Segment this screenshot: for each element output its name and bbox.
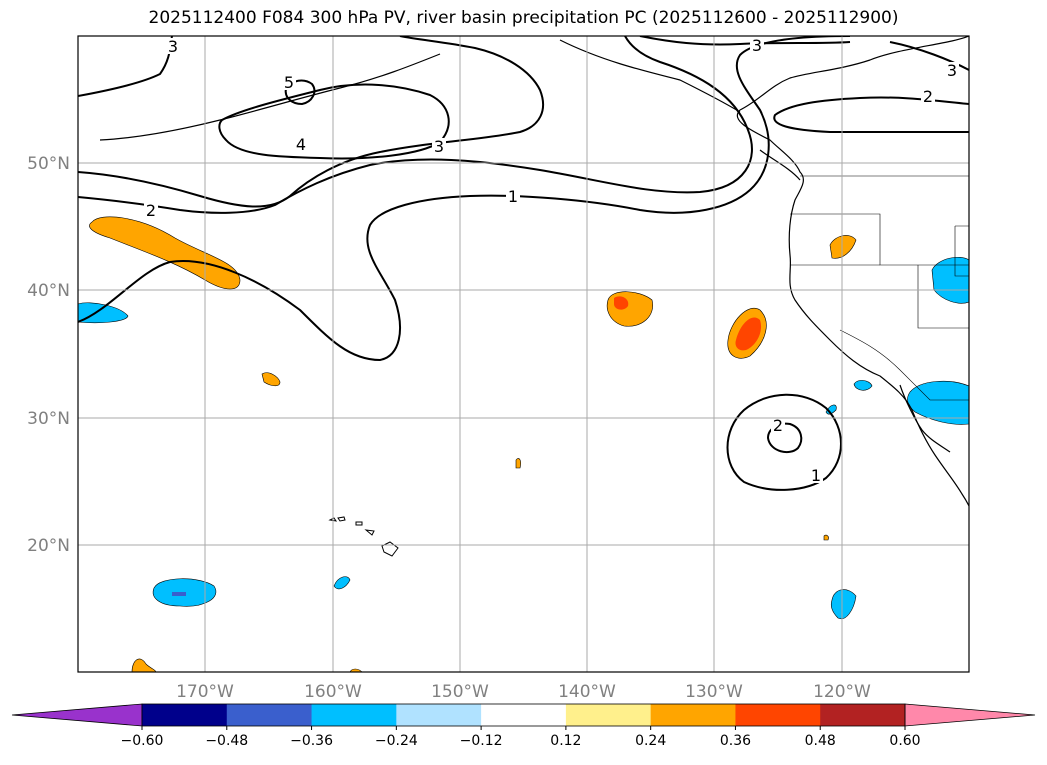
contour-label: 2 xyxy=(146,201,156,220)
alaska-panhandle xyxy=(559,39,741,113)
colorbar-tick-label: −0.48 xyxy=(205,733,248,749)
lon-label: 120°W xyxy=(813,682,871,702)
colorbar-segment xyxy=(396,704,482,726)
precip-patch xyxy=(823,534,829,541)
pv-contour-ne-2 xyxy=(773,96,969,134)
colorbar-tick-label: 0.24 xyxy=(635,733,666,749)
contour-label: 2 xyxy=(923,87,933,106)
pv-contour-4 xyxy=(218,83,450,160)
precip-patch xyxy=(515,458,521,469)
precip-patch xyxy=(131,658,157,672)
latitude-labels: 50°N 40°N 30°N 20°N xyxy=(27,154,70,556)
colorbar-segment xyxy=(311,704,397,726)
precip-patch xyxy=(78,302,129,324)
contour-label: 3 xyxy=(434,137,444,156)
contour-label: 3 xyxy=(752,36,762,55)
colorbar-arrow-right xyxy=(904,703,1036,727)
colorbar-segment xyxy=(142,704,228,726)
pv-contour-1 xyxy=(78,36,851,362)
hawaiian-islands xyxy=(328,516,399,557)
pv-contour-labels: 3 5 4 3 2 1 3 3 2 1 2 xyxy=(146,36,957,485)
map-frame xyxy=(77,35,970,673)
contour-label: 5 xyxy=(284,73,294,92)
political-borders xyxy=(790,175,969,401)
contour-label: 3 xyxy=(168,37,178,56)
colorbar-outline xyxy=(141,703,906,727)
map-title: 2025112400 F084 300 hPa PV, river basin … xyxy=(148,8,899,28)
pv-contour-5 xyxy=(284,79,316,106)
colorbar-segment xyxy=(565,704,652,726)
colorbar-tick-label: −0.36 xyxy=(290,733,333,749)
lon-label: 150°W xyxy=(431,682,489,702)
lat-label: 40°N xyxy=(27,281,70,301)
contour-label: 4 xyxy=(296,135,306,154)
precip-patch xyxy=(172,592,186,596)
lon-label: 140°W xyxy=(558,682,616,702)
lat-label: 20°N xyxy=(27,536,70,556)
north-america-west-coast xyxy=(736,36,969,507)
precip-patch xyxy=(830,589,857,620)
pv-contour-3 xyxy=(78,36,545,208)
precip-patch xyxy=(89,216,241,290)
precip-patch xyxy=(829,235,857,259)
colorbar-tick-label: 0.12 xyxy=(550,733,581,749)
pv-contour-ne-3b xyxy=(889,41,969,71)
lon-label: 160°W xyxy=(304,682,362,702)
lon-label: 130°W xyxy=(685,682,743,702)
precip-patch xyxy=(853,380,873,391)
pv-contour-label-masks xyxy=(144,37,959,483)
precip-patch xyxy=(931,257,969,304)
contour-label: 1 xyxy=(811,466,821,485)
colorbar-tick-label: 0.60 xyxy=(889,733,920,749)
colorbar-tick-label: −0.60 xyxy=(121,733,164,749)
colorbar-arrow-left xyxy=(11,703,143,727)
lat-label: 50°N xyxy=(27,154,70,174)
colorbar: −0.60 −0.48 −0.36 −0.24 −0.12 0.12 0.24 0.36 0.4… xyxy=(11,703,1036,749)
colorbar-segment xyxy=(735,704,821,726)
precip-patch xyxy=(606,291,653,327)
coastlines xyxy=(99,36,969,507)
colorbar-segment xyxy=(226,704,313,726)
contour-label: 2 xyxy=(773,416,783,435)
lon-label: 170°W xyxy=(176,682,234,702)
pv-contour-low-1 xyxy=(726,393,842,491)
longitude-labels: 170°W 160°W 150°W 140°W 130°W 120°W xyxy=(176,682,871,702)
colorbar-segment xyxy=(820,704,906,726)
precip-patch xyxy=(735,317,762,351)
pv-contour-2 xyxy=(78,36,753,214)
aleutian-islands xyxy=(99,53,441,141)
lat-label: 30°N xyxy=(27,409,70,429)
pv-contour-ne-3a xyxy=(639,36,851,46)
pv-contour-top-3 xyxy=(78,36,173,97)
colorbar-segment xyxy=(481,704,567,726)
colorbar-tick-label: 0.36 xyxy=(720,733,751,749)
precip-patch xyxy=(614,296,629,310)
baja-california xyxy=(899,384,951,453)
colorbar-tick-label: −0.24 xyxy=(375,733,418,749)
map-content: 3 5 4 3 2 1 3 3 2 1 2 xyxy=(78,36,969,672)
precip-patch xyxy=(261,372,281,387)
colorbar-segment xyxy=(650,704,736,726)
negative-precip-anomalies xyxy=(78,257,969,620)
contour-label: 3 xyxy=(947,61,957,80)
positive-precip-anomalies xyxy=(89,216,857,672)
precip-patch xyxy=(333,576,351,590)
gridlines xyxy=(78,36,969,672)
colorbar-tick-label: 0.48 xyxy=(805,733,836,749)
colorbar-tick-label: −0.12 xyxy=(460,733,503,749)
contour-label: 1 xyxy=(508,187,518,206)
